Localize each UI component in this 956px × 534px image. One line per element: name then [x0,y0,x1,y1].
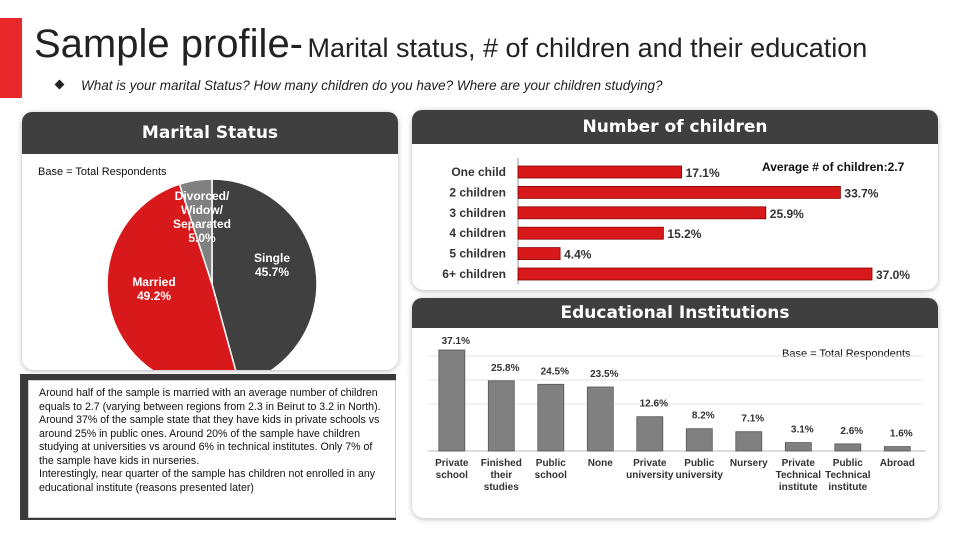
education-value-label: 8.2% [692,411,715,422]
children-bar [517,206,767,220]
children-category-label: 4 children [449,226,506,240]
education-bar [685,428,713,452]
children-bar [517,165,683,179]
children-category-label: 2 children [449,185,506,199]
diamond-bullet-icon [54,79,65,90]
education-bar [735,431,763,452]
education-bar [438,349,466,452]
education-category-label: Private school [435,458,469,481]
education-value-label: 12.6% [640,399,668,410]
education-category-label: Nursery [730,458,768,469]
education-value-label: 24.5% [541,366,569,377]
children-title: Number of children [412,110,938,144]
children-bar [517,247,561,261]
summary-text: Around half of the sample is married wit… [28,380,396,518]
pie-label: Married 49.2% [132,275,175,303]
marital-status-panel: Marital Status Base = Total Respondents … [22,112,398,370]
average-children-label: Average # of children:2.7 [762,160,905,174]
summary-paragraph: Interestingly, near quarter of the sampl… [39,468,376,494]
children-value-label: 4.4% [564,248,592,262]
pie-slice-single [211,178,318,370]
page-title-main: Sample profile- [34,22,304,66]
survey-question-text: What is your marital Status? How many ch… [81,78,663,93]
education-bar [537,383,565,452]
education-base-note: Base = Total Respondents [782,348,911,360]
page-title: Sample profile- Marital status, # of chi… [34,22,867,67]
children-value-label: 37.0% [876,268,910,282]
children-bar [517,226,664,240]
pie-label: Single 45.7% [254,251,290,279]
children-category-label: One child [451,165,506,179]
education-value-label: 1.6% [890,429,913,440]
education-value-label: 2.6% [840,426,863,437]
education-value-label: 7.1% [741,414,764,425]
education-category-label: Finished their studies [481,458,522,493]
marital-base-note: Base = Total Respondents [38,166,167,178]
education-bar [834,443,862,452]
education-bar [636,416,664,452]
education-value-label: 23.5% [590,369,618,380]
education-category-label: Public Technical institute [825,458,871,493]
summary-paragraph: Around half of the sample is married wit… [39,387,381,413]
education-title: Educational Institutions [412,298,938,328]
education-bar [784,442,812,452]
education-bar-chart: 37.1% Private school 25.8% Finished their stud… [428,336,926,493]
pie-label: Divorced/Widow/Separated 5.0% [173,189,231,245]
summary-paragraph: Around 37% of the sample state that they… [39,414,380,467]
pie-slice-divorced [178,178,213,285]
education-bar [586,386,614,452]
education-panel: Educational Institutions Base = Total Re… [412,298,938,518]
page-title-sub: Marital status, # of children and their … [307,33,868,63]
education-category-label: Public school [535,458,567,481]
children-value-label: 33.7% [844,186,878,200]
children-category-label: 6+ children [442,267,506,281]
education-value-label: 3.1% [791,425,814,436]
marital-pie-chart: Single 45.7% Married 49.2% Divorced/Widow/Se… [106,178,318,370]
children-value-label: 17.1% [686,166,720,180]
education-bar [487,380,515,452]
children-category-label: 5 children [449,247,506,261]
education-value-label: 37.1% [442,336,470,347]
education-category-label: None [588,458,613,469]
education-category-label: Private Technical institute [776,458,822,493]
summary-box: Around half of the sample is married wit… [20,374,396,520]
title-accent-bar [0,18,22,98]
children-value-label: 15.2% [667,227,701,241]
children-panel: Number of children Average # of children… [412,110,938,290]
children-value-label: 25.9% [770,207,804,221]
education-category-label: Public university [676,458,724,481]
education-bar [883,446,911,452]
children-category-label: 3 children [449,206,506,220]
education-category-label: Abroad [880,458,915,469]
survey-question: What is your marital Status? How many ch… [54,78,663,93]
education-category-label: Private university [626,458,674,481]
children-bar [517,186,841,199]
children-bar-chart: Average # of children:2.7 One child 17.1%… [442,158,910,285]
children-bar [517,267,873,281]
education-value-label: 25.8% [491,363,519,374]
pie-slice-married [106,183,237,370]
marital-status-title: Marital Status [22,112,398,154]
